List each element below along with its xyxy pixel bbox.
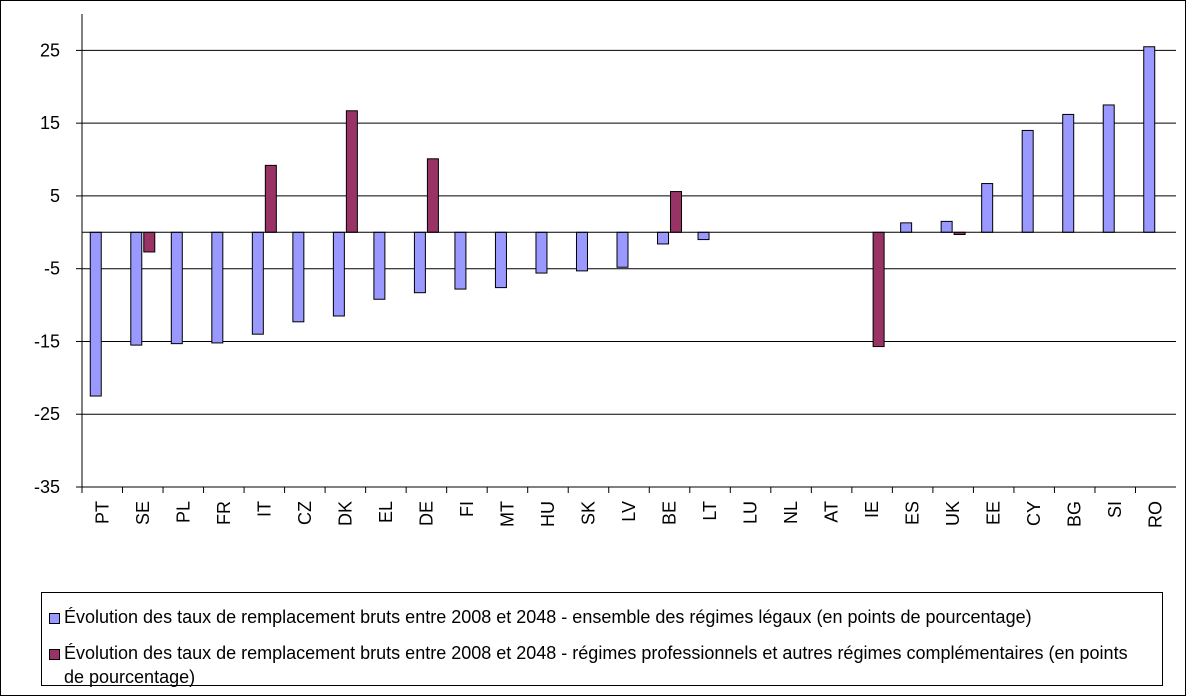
bar-2-it: [264, 164, 277, 233]
y-tick-label: -5: [44, 259, 60, 279]
bar-2-de: [426, 158, 439, 233]
bar-1-cz: [292, 231, 305, 323]
y-tick-label: 5: [50, 186, 60, 206]
x-tick-label: FI: [457, 501, 477, 517]
x-tick-label: LU: [741, 501, 761, 524]
x-tick-label: IT: [254, 501, 274, 517]
bar-1-cy: [1021, 129, 1034, 233]
bar-1-fr: [211, 231, 224, 344]
bar-2-se: [143, 231, 156, 253]
bar-1-pl: [170, 231, 183, 345]
y-tick-label: 15: [40, 113, 60, 133]
x-tick-label: BE: [660, 501, 680, 525]
bar-1-sk: [575, 231, 588, 272]
y-tick-label: -15: [34, 331, 60, 351]
bar-chart: 25 15 5 -5 -15 -25 -35 PT SE PL FR IT CZ DK EL DE FI MT H…: [34, 14, 1176, 528]
x-tick-label: UK: [943, 501, 963, 526]
x-tick-label: DE: [416, 501, 436, 526]
bar-1-ee: [981, 183, 994, 233]
x-tick-label: FR: [214, 501, 234, 525]
legend-entry-series-2: Évolution des taux de remplacement bruts…: [42, 641, 1142, 689]
x-tick-label: BG: [1065, 501, 1085, 527]
legend: Évolution des taux de remplacement bruts…: [41, 592, 1163, 689]
x-tick-label: LT: [700, 501, 720, 521]
bar-1-si: [1102, 104, 1115, 233]
bar-1-lv: [616, 231, 629, 268]
bar-1-dk: [332, 231, 345, 317]
x-tick-label: SI: [1105, 501, 1125, 518]
bar-1-hu: [535, 231, 548, 274]
bar-2-be: [670, 191, 683, 233]
legend-swatch-series-2: [49, 649, 60, 660]
y-tick-label: 25: [40, 40, 60, 60]
bar-1-el: [373, 231, 386, 300]
bar-1-bg: [1062, 113, 1075, 233]
x-tick-label: PT: [92, 501, 112, 524]
legend-label-series-1: Évolution des taux de remplacement bruts…: [64, 607, 1032, 627]
legend-label-series-2: Évolution des taux de remplacement bruts…: [64, 643, 1128, 687]
x-tick-label: ES: [903, 501, 923, 525]
bar-1-be: [657, 231, 670, 245]
y-tick-label: -25: [34, 404, 60, 424]
x-tick-label: LV: [619, 501, 639, 522]
legend-swatch-series-1: [49, 613, 60, 624]
x-tick-label: EE: [984, 501, 1004, 525]
bar-1-uk: [940, 220, 953, 233]
x-tick-label: MT: [497, 501, 517, 527]
x-tick-label: AT: [822, 501, 842, 523]
bar-1-de: [413, 231, 426, 294]
x-tick-label: SE: [133, 501, 153, 525]
x-tick-label: SK: [578, 501, 598, 525]
bar-1-ro: [1143, 46, 1156, 233]
bar-2-dk: [345, 110, 358, 233]
x-tick-label: DK: [335, 501, 355, 526]
x-tick-label: PL: [173, 501, 193, 523]
x-tick-label: CZ: [295, 501, 315, 525]
x-tick-label: CY: [1024, 501, 1044, 526]
legend-entry-series-1: Évolution des taux de remplacement bruts…: [42, 605, 1142, 629]
bar-1-se: [130, 231, 143, 346]
bar-1-mt: [494, 231, 507, 289]
bar-1-lt: [697, 231, 710, 241]
x-tick-label: IE: [862, 501, 882, 518]
bar-1-pt: [89, 231, 102, 397]
bar-1-es: [900, 222, 913, 233]
x-tick-label: RO: [1146, 501, 1166, 528]
x-tick-label: HU: [538, 501, 558, 527]
bar-2-ie: [872, 231, 885, 348]
y-tick-label: -35: [34, 477, 60, 497]
x-tick-label: EL: [376, 501, 396, 523]
bar-1-fi: [454, 231, 467, 290]
bar-1-it: [251, 231, 264, 335]
x-tick-label: NL: [781, 501, 801, 524]
